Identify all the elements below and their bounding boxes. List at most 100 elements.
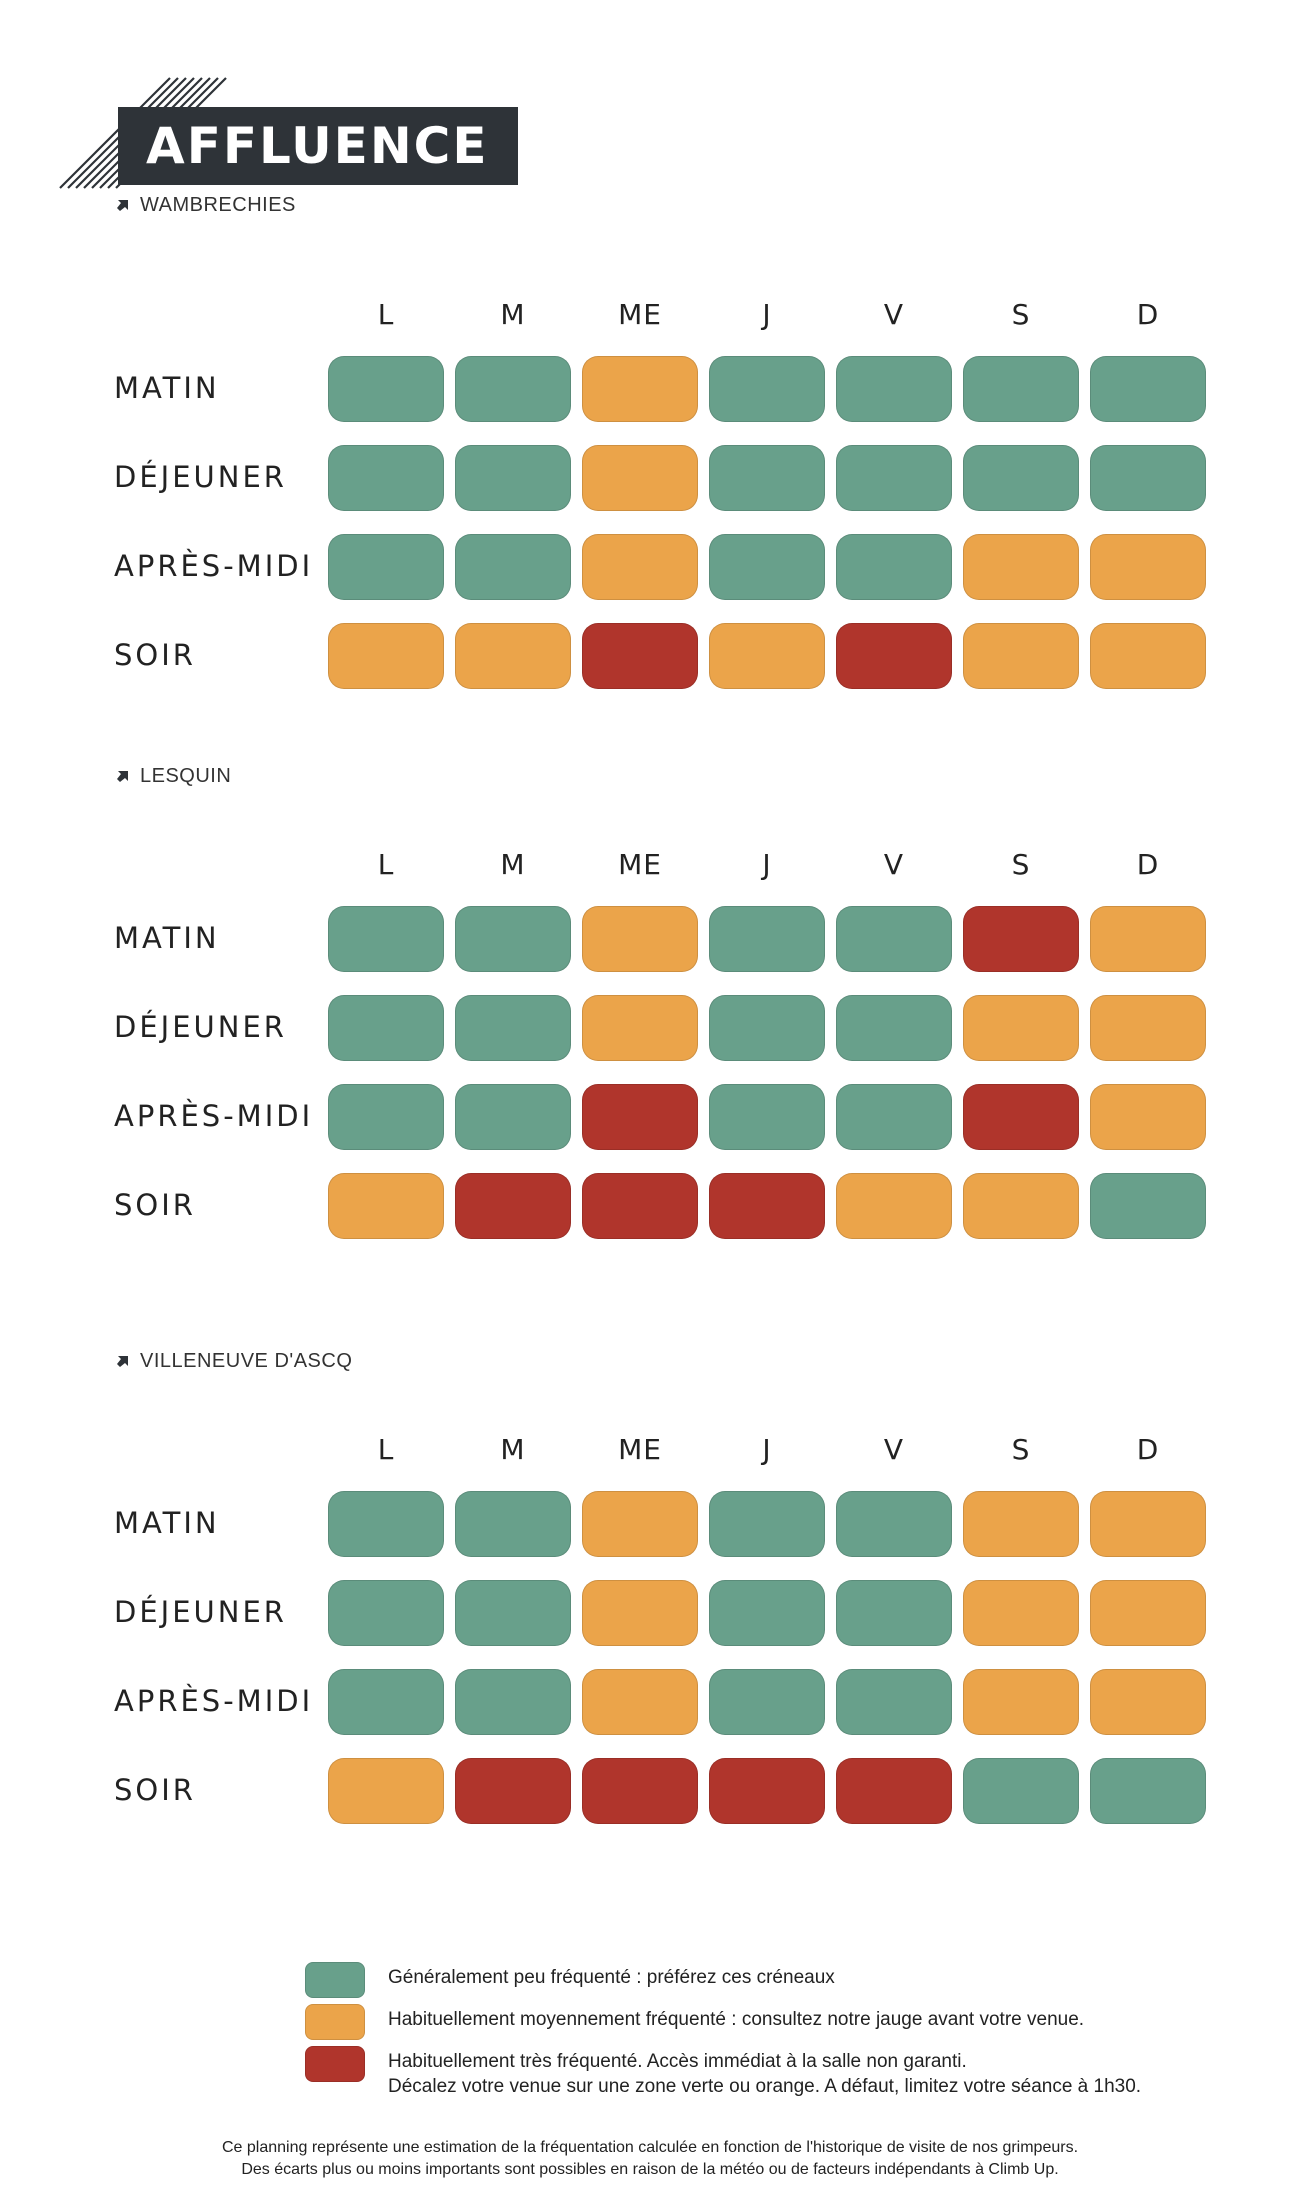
legend-label: Généralement peu fréquenté : préférez ce… [388, 1965, 1248, 1990]
day-header: M [500, 298, 526, 331]
heatmap-cell [582, 356, 698, 422]
heatmap-cell [328, 1173, 444, 1239]
heatmap-cell [328, 1758, 444, 1824]
title-banner: AFFLUENCE [118, 107, 518, 185]
heatmap-cell [455, 995, 571, 1061]
heatmap-cell [709, 1491, 825, 1557]
heatmap-cell [709, 906, 825, 972]
day-header: ME [618, 848, 662, 881]
heatmap-cell [328, 623, 444, 689]
heatmap-cell [709, 356, 825, 422]
day-header: V [883, 298, 905, 331]
heatmap-cell [455, 1491, 571, 1557]
row-label: APRÈS-MIDI [114, 549, 314, 583]
heatmap-cell [1090, 1758, 1206, 1824]
heatmap-cell [709, 1084, 825, 1150]
heatmap-cell [709, 445, 825, 511]
location-name: LESQUIN [140, 765, 232, 787]
heatmap-cell [709, 1669, 825, 1735]
heatmap-cell [582, 445, 698, 511]
day-header: S [1011, 1433, 1031, 1466]
day-header: J [762, 1433, 772, 1466]
heatmap-cell [328, 1084, 444, 1150]
heatmap-cell [836, 1580, 952, 1646]
heatmap-cell [582, 534, 698, 600]
heatmap-cell [328, 906, 444, 972]
footnote-line: Ce planning représente une estimation de… [221, 2139, 1079, 2156]
heatmap-cell [455, 1669, 571, 1735]
heatmap-cell [328, 1669, 444, 1735]
heatmap-cell [582, 1669, 698, 1735]
heatmap-cell [1090, 906, 1206, 972]
heatmap-cell [582, 1580, 698, 1646]
heatmap-cell [582, 906, 698, 972]
day-header: D [1136, 848, 1160, 881]
legend-line: Généralement peu fréquenté : préférez ce… [388, 1967, 835, 1988]
heatmap-cell [1090, 1084, 1206, 1150]
day-header: L [377, 1433, 395, 1466]
heatmap-cell [963, 1173, 1079, 1239]
location-name: WAMBRECHIES [140, 194, 296, 216]
heatmap-cell [455, 445, 571, 511]
page-header: AFFLUENCE [0, 0, 1300, 230]
legend-line: Décalez votre venue sur une zone verte o… [388, 2076, 1142, 2097]
row-label: DÉJEUNER [114, 1010, 287, 1044]
heatmap-cell [582, 623, 698, 689]
legend-swatch [305, 2046, 365, 2082]
heatmap-cell [582, 1758, 698, 1824]
heatmap-cell [328, 1580, 444, 1646]
heatmap-cell [582, 1084, 698, 1150]
row-label: APRÈS-MIDI [114, 1099, 314, 1133]
heatmap-cell [455, 906, 571, 972]
location-arrow-icon [117, 771, 128, 782]
legend-line: Habituellement très fréquenté. Accès imm… [388, 2051, 967, 2072]
heatmap-cell [328, 356, 444, 422]
heatmap-cell [709, 1580, 825, 1646]
heatmap-cell [455, 356, 571, 422]
heatmap-cell [836, 906, 952, 972]
heatmap-cell [709, 995, 825, 1061]
heatmap-cell [455, 1084, 571, 1150]
footnote-line: Des écarts plus ou moins importants sont… [241, 2161, 1059, 2178]
heatmap-cell [709, 623, 825, 689]
row-label: MATIN [114, 1506, 220, 1540]
heatmap-cell [836, 623, 952, 689]
row-label: SOIR [114, 1773, 196, 1807]
heatmap-cell [963, 1758, 1079, 1824]
heatmap-cell [963, 1084, 1079, 1150]
day-header: ME [618, 1433, 662, 1466]
location-name: VILLENEUVE D'ASCQ [140, 1350, 353, 1372]
heatmap-cell [836, 995, 952, 1061]
row-label: DÉJEUNER [114, 460, 287, 494]
heatmap-cell [836, 1173, 952, 1239]
heatmap-cell [836, 1758, 952, 1824]
heatmap-cell [582, 1173, 698, 1239]
row-label: MATIN [114, 921, 220, 955]
page-title: AFFLUENCE [146, 117, 489, 175]
heatmap-cell [963, 623, 1079, 689]
day-header: J [762, 298, 772, 331]
row-label: APRÈS-MIDI [114, 1684, 314, 1718]
day-header: V [883, 1433, 905, 1466]
heatmap-cell [455, 623, 571, 689]
day-header: S [1011, 298, 1031, 331]
heatmap-cell [836, 1669, 952, 1735]
heatmap-cell [1090, 356, 1206, 422]
heatmap-cell [963, 356, 1079, 422]
legend-swatch [305, 2004, 365, 2040]
location-arrow-icon [117, 1356, 128, 1367]
heatmap-cell [836, 356, 952, 422]
legend-swatch [305, 1962, 365, 1998]
heatmap-cell [1090, 1669, 1206, 1735]
legend-label: Habituellement très fréquenté. Accès imm… [388, 2049, 1248, 2099]
day-header: M [500, 848, 526, 881]
day-header: L [377, 848, 395, 881]
heatmap-cell [836, 1084, 952, 1150]
heatmap-cell [455, 534, 571, 600]
day-header: V [883, 848, 905, 881]
heatmap-cell [328, 534, 444, 600]
heatmap-cell [836, 534, 952, 600]
day-header: ME [618, 298, 662, 331]
day-header: S [1011, 848, 1031, 881]
heatmap-cell [709, 1758, 825, 1824]
